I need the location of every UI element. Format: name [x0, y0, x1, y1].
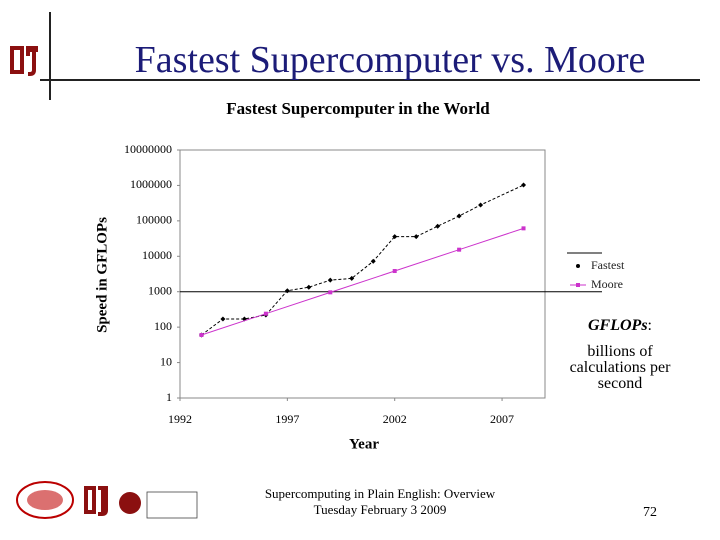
y-tick-label: 10000: [142, 248, 172, 262]
legend-swatch: [576, 264, 580, 268]
footer-logos: [16, 481, 198, 519]
point: [220, 316, 226, 322]
note-punct: :: [647, 317, 652, 334]
legend-label: Moore: [591, 277, 623, 291]
series-line: [201, 227, 524, 336]
point: [328, 290, 333, 295]
point: [263, 311, 268, 316]
point: [435, 223, 441, 229]
x-axis-label: Year: [349, 436, 379, 452]
point: [392, 234, 398, 240]
point: [284, 288, 290, 294]
y-tick-label: 1: [166, 390, 172, 404]
footer-line: Tuesday February 3 2009: [313, 502, 447, 517]
point: [392, 269, 397, 274]
x-tick-label: 2007: [490, 412, 514, 426]
chart-title: Fastest Supercomputer in the World: [226, 99, 490, 118]
point: [306, 284, 312, 290]
point: [413, 234, 419, 240]
note-term: GFLOPs: [587, 317, 648, 334]
y-axis-label: Speed in GFLOPs: [94, 217, 110, 333]
x-tick-label: 2002: [383, 412, 407, 426]
point: [521, 226, 526, 231]
y-tick-label: 1000: [148, 283, 172, 297]
y-tick-label: 10000000: [124, 142, 172, 156]
point: [370, 258, 376, 264]
page-number: 72: [643, 505, 657, 520]
slide-title: Fastest Supercomputer vs. Moore: [134, 39, 646, 81]
legend-label: Fastest: [591, 258, 625, 272]
series-line: [201, 184, 524, 336]
y-tick-label: 100: [154, 319, 172, 333]
point: [327, 277, 333, 283]
point: [349, 275, 355, 281]
point: [199, 333, 204, 338]
plot-frame: [179, 149, 546, 399]
point: [457, 247, 462, 252]
point: [456, 213, 462, 219]
footer: Supercomputing in Plain English: Overvie…: [230, 486, 530, 518]
point: [478, 202, 484, 208]
x-tick-label: 1992: [168, 412, 192, 426]
note-definition: billions of calculations per second: [569, 343, 671, 392]
y-tick-label: 10: [160, 354, 172, 368]
x-tick-label: 1997: [275, 412, 299, 426]
y-tick-label: 100000: [136, 213, 172, 227]
footer-line: Supercomputing in Plain English: Overvie…: [264, 486, 496, 501]
note: GFLOPs: billions of calculations per sec…: [555, 318, 685, 392]
y-tick-label: 1000000: [130, 177, 172, 191]
ou-logo: [10, 46, 38, 76]
point: [521, 182, 527, 188]
